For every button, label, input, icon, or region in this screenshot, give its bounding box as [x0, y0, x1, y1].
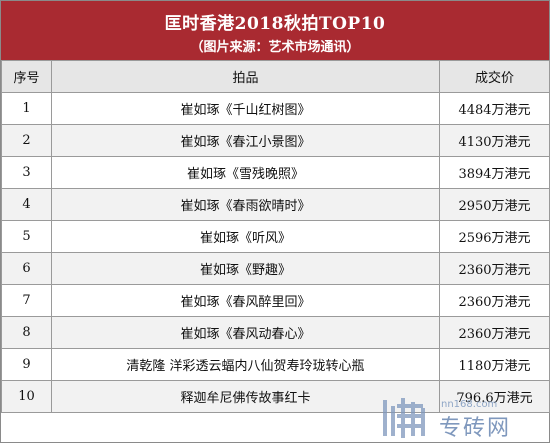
cell-price: 2360万港元: [439, 316, 550, 349]
cell-index: 6: [1, 252, 52, 285]
table-row: 3 崔如琢《雪残晚照》 3894万港元: [1, 156, 550, 189]
results-table: 序号 拍品 成交价 1 崔如琢《千山红树图》 4484万港元 2 崔如琢《春江小…: [1, 60, 550, 413]
cell-item: 清乾隆 洋彩透云蝠内八仙贺寿玲珑转心瓶: [51, 348, 440, 381]
table-row: 7 崔如琢《春风醉里回》 2360万港元: [1, 284, 550, 317]
cell-item: 崔如琢《雪残晚照》: [51, 156, 440, 189]
table-row: 10 释迦牟尼佛传故事红卡 796.6万港元: [1, 380, 550, 413]
cell-index: 1: [1, 92, 52, 125]
cell-price: 4484万港元: [439, 92, 550, 125]
cell-item: 崔如琢《春雨欲晴时》: [51, 188, 440, 221]
cell-price: 4130万港元: [439, 124, 550, 157]
cell-price: 3894万港元: [439, 156, 550, 189]
header-banner: 匡时香港2018秋拍TOP10 （图片来源：艺术市场通讯）: [1, 1, 549, 60]
table-row: 8 崔如琢《春风动春心》 2360万港元: [1, 316, 550, 349]
grid-logo-icon: [383, 398, 425, 438]
cell-index: 5: [1, 220, 52, 253]
cell-index: 9: [1, 348, 52, 381]
site-watermark: nn168.com 专砖网: [381, 396, 541, 441]
table-row: 5 崔如琢《听风》 2596万港元: [1, 220, 550, 253]
cell-price: 796.6万港元: [439, 380, 550, 413]
cell-index: 8: [1, 316, 52, 349]
table-row: 6 崔如琢《野趣》 2360万港元: [1, 252, 550, 285]
watermark-name: 专砖网: [439, 416, 512, 441]
cell-item: 崔如琢《春风醉里回》: [51, 284, 440, 317]
table-row: 2 崔如琢《春江小景图》 4130万港元: [1, 124, 550, 157]
cell-item: 崔如琢《听风》: [51, 220, 440, 253]
cell-index: 7: [1, 284, 52, 317]
cell-item: 崔如琢《春江小景图》: [51, 124, 440, 157]
cell-price: 2360万港元: [439, 284, 550, 317]
cell-price: 2360万港元: [439, 252, 550, 285]
cell-price: 2596万港元: [439, 220, 550, 253]
cell-item: 崔如琢《春风动春心》: [51, 316, 440, 349]
cell-price: 2950万港元: [439, 188, 550, 221]
table-row: 9 清乾隆 洋彩透云蝠内八仙贺寿玲珑转心瓶 1180万港元: [1, 348, 550, 381]
page-subtitle: （图片来源：艺术市场通讯）: [190, 40, 360, 55]
table-row: 4 崔如琢《春雨欲晴时》 2950万港元: [1, 188, 550, 221]
cell-index: 2: [1, 124, 52, 157]
cell-index: 4: [1, 188, 52, 221]
table-header-row: 序号 拍品 成交价: [1, 60, 550, 93]
cell-price: 1180万港元: [439, 348, 550, 381]
cell-item: 崔如琢《千山红树图》: [51, 92, 440, 125]
column-header-price: 成交价: [439, 60, 550, 93]
cell-index: 3: [1, 156, 52, 189]
cell-item: 崔如琢《野趣》: [51, 252, 440, 285]
watermark-url: nn168.com: [441, 399, 498, 410]
table-row: 1 崔如琢《千山红树图》 4484万港元: [1, 92, 550, 125]
page-title: 匡时香港2018秋拍TOP10: [164, 14, 386, 34]
column-header-item: 拍品: [51, 60, 440, 93]
column-header-index: 序号: [1, 60, 52, 93]
cell-index: 10: [1, 380, 52, 413]
